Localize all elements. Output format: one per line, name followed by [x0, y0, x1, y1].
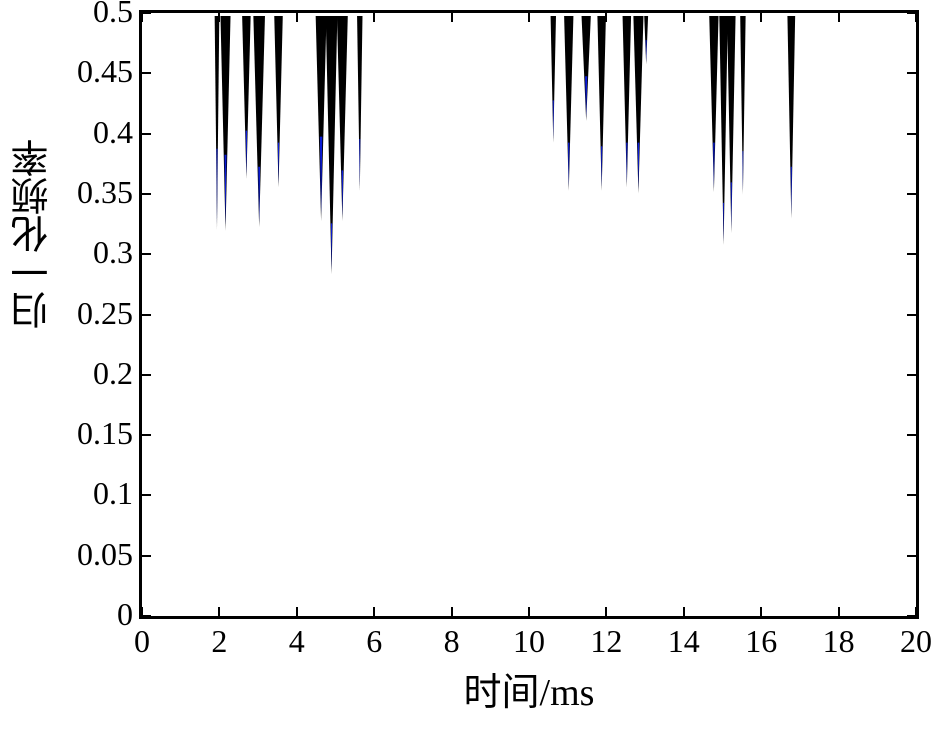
y-tick-mark [142, 374, 151, 376]
x-tick-mark [373, 13, 375, 22]
y-tick-label: 0.2 [43, 355, 133, 392]
x-tick-mark [838, 13, 840, 22]
y-tick-mark [907, 494, 916, 496]
x-tick-mark [141, 607, 143, 616]
x-tick-mark [915, 607, 917, 616]
plot-svg [145, 16, 919, 619]
x-axis-label: 时间/ms [139, 661, 919, 716]
x-tick-mark [218, 13, 220, 22]
x-tick-mark [605, 607, 607, 616]
y-tick-label: 0.05 [43, 536, 133, 573]
x-tick-mark [218, 607, 220, 616]
x-tick-mark [528, 13, 530, 22]
y-tick-label: 0.5 [43, 0, 133, 30]
y-tick-mark [142, 193, 151, 195]
x-tick-mark [683, 607, 685, 616]
x-tick-label: 16 [731, 623, 791, 660]
y-tick-label: 0.25 [43, 295, 133, 332]
y-tick-label: 0.1 [43, 475, 133, 512]
x-tick-label: 10 [499, 623, 559, 660]
x-tick-label: 18 [809, 623, 869, 660]
y-tick-mark [142, 615, 151, 617]
x-tick-mark [373, 607, 375, 616]
x-tick-mark [141, 13, 143, 22]
y-tick-mark [142, 494, 151, 496]
x-tick-label: 2 [189, 623, 249, 660]
y-tick-mark [907, 253, 916, 255]
y-tick-label: 0.4 [43, 114, 133, 151]
y-tick-mark [142, 72, 151, 74]
x-tick-label: 14 [654, 623, 714, 660]
x-tick-mark [838, 607, 840, 616]
x-tick-label: 6 [344, 623, 404, 660]
y-tick-label: 0.35 [43, 174, 133, 211]
y-tick-mark [907, 314, 916, 316]
y-tick-mark [907, 434, 916, 436]
x-tick-mark [451, 13, 453, 22]
y-tick-mark [142, 434, 151, 436]
y-tick-mark [907, 193, 916, 195]
y-tick-mark [907, 555, 916, 557]
x-tick-mark [296, 607, 298, 616]
y-tick-mark [142, 314, 151, 316]
x-tick-label: 4 [267, 623, 327, 660]
x-tick-label: 0 [112, 623, 172, 660]
x-tick-mark [915, 13, 917, 22]
x-tick-mark [451, 607, 453, 616]
y-tick-mark [142, 133, 151, 135]
x-tick-label: 12 [576, 623, 636, 660]
y-tick-label: 0.15 [43, 415, 133, 452]
x-tick-mark [528, 607, 530, 616]
x-tick-mark [296, 13, 298, 22]
y-tick-mark [907, 374, 916, 376]
y-tick-label: 0.3 [43, 234, 133, 271]
x-tick-label: 20 [886, 623, 934, 660]
x-tick-label: 8 [422, 623, 482, 660]
y-tick-mark [907, 72, 916, 74]
y-tick-label: 0.45 [43, 53, 133, 90]
figure: 归一化频率 时间/ms 00.050.10.150.20.250.30.350.… [0, 0, 934, 731]
x-tick-mark [760, 607, 762, 616]
plot-area [139, 10, 919, 619]
x-tick-mark [683, 13, 685, 22]
y-tick-mark [142, 555, 151, 557]
x-tick-mark [760, 13, 762, 22]
y-tick-mark [142, 12, 151, 14]
y-tick-mark [142, 253, 151, 255]
x-tick-mark [605, 13, 607, 22]
y-tick-mark [907, 133, 916, 135]
